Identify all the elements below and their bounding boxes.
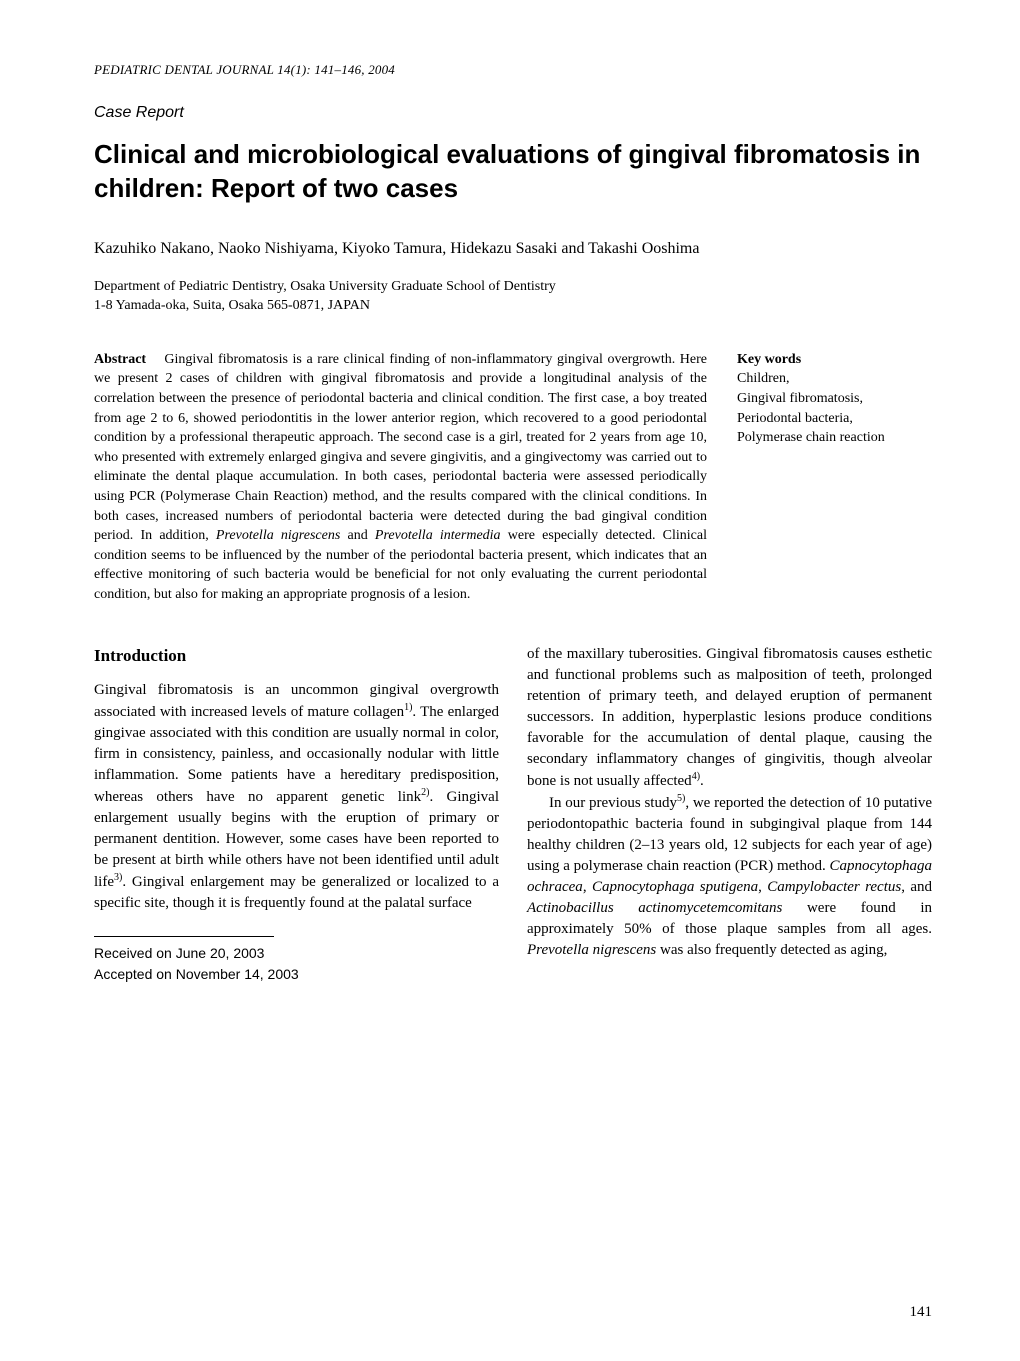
received-text: Received on June 20, 2003 Accepted on No… xyxy=(94,943,499,985)
abstract-body-1: Gingival fibromatosis is a rare clinical… xyxy=(94,352,707,543)
rcol-p1-a: of the maxillary tuberosities. Gingival … xyxy=(527,646,932,789)
rcol-and: , and xyxy=(901,879,932,895)
abstract-text: Abstract Gingival fibromatosis is a rare… xyxy=(94,350,707,605)
keyword-3: Periodontal bacteria, xyxy=(737,409,932,429)
case-report-label: Case Report xyxy=(94,104,932,122)
keyword-1: Children, xyxy=(737,369,932,389)
rcol-paragraph-1: of the maxillary tuberosities. Gingival … xyxy=(527,644,932,792)
abstract-section: Abstract Gingival fibromatosis is a rare… xyxy=(94,350,932,605)
rcol-p2-d: was also frequently detected as aging, xyxy=(656,942,887,958)
keyword-2: Gingival fibromatosis, xyxy=(737,389,932,409)
rcol-species-2: Capnocytophaga sputigena xyxy=(592,879,758,895)
left-column: Introduction Gingival fibromatosis is an… xyxy=(94,644,499,985)
page-number: 141 xyxy=(910,1304,933,1321)
rcol-p2-a: In our previous study xyxy=(549,795,677,811)
authors: Kazuhiko Nakano, Naoko Nishiyama, Kiyoko… xyxy=(94,238,932,260)
journal-header: PEDIATRIC DENTAL JOURNAL 14(1): 141–146,… xyxy=(94,62,932,78)
abstract-and: and xyxy=(340,528,375,543)
article-title: Clinical and microbiological evaluations… xyxy=(94,138,932,206)
rcol-species-5: Prevotella nigrescens xyxy=(527,942,656,958)
rcol-comma-2: , xyxy=(758,879,767,895)
received-divider xyxy=(94,936,274,937)
abstract-species-1: Prevotella nigrescens xyxy=(216,528,340,543)
rcol-p1-b: . xyxy=(700,773,704,789)
received-line: Received on June 20, 2003 xyxy=(94,943,499,964)
accepted-line: Accepted on November 14, 2003 xyxy=(94,964,499,985)
rcol-ref-4: 4) xyxy=(692,771,700,782)
intro-p1-d: . Gingival enlargement may be generalize… xyxy=(94,874,499,911)
section-introduction-heading: Introduction xyxy=(94,644,499,668)
keywords-block: Key words Children, Gingival fibromatosi… xyxy=(737,350,932,605)
intro-paragraph: Gingival fibromatosis is an uncommon gin… xyxy=(94,680,499,914)
affiliation-line-1: Department of Pediatric Dentistry, Osaka… xyxy=(94,278,932,297)
rcol-species-3: Campylobacter rectus xyxy=(767,879,901,895)
abstract-species-2: Prevotella intermedia xyxy=(375,528,501,543)
keyword-4: Polymerase chain reaction xyxy=(737,428,932,448)
abstract-label: Abstract xyxy=(94,352,146,367)
affiliation: Department of Pediatric Dentistry, Osaka… xyxy=(94,278,932,316)
main-columns: Introduction Gingival fibromatosis is an… xyxy=(94,644,932,985)
rcol-species-4: Actinobacillus actino­mycetemcomitans xyxy=(527,900,782,916)
rcol-comma-1: , xyxy=(583,879,592,895)
keywords-title: Key words xyxy=(737,350,932,370)
right-column: of the maxillary tuberosities. Gingival … xyxy=(527,644,932,985)
affiliation-line-2: 1-8 Yamada-oka, Suita, Osaka 565-0871, J… xyxy=(94,297,932,316)
rcol-paragraph-2: In our previous study5), we reported the… xyxy=(527,792,932,961)
